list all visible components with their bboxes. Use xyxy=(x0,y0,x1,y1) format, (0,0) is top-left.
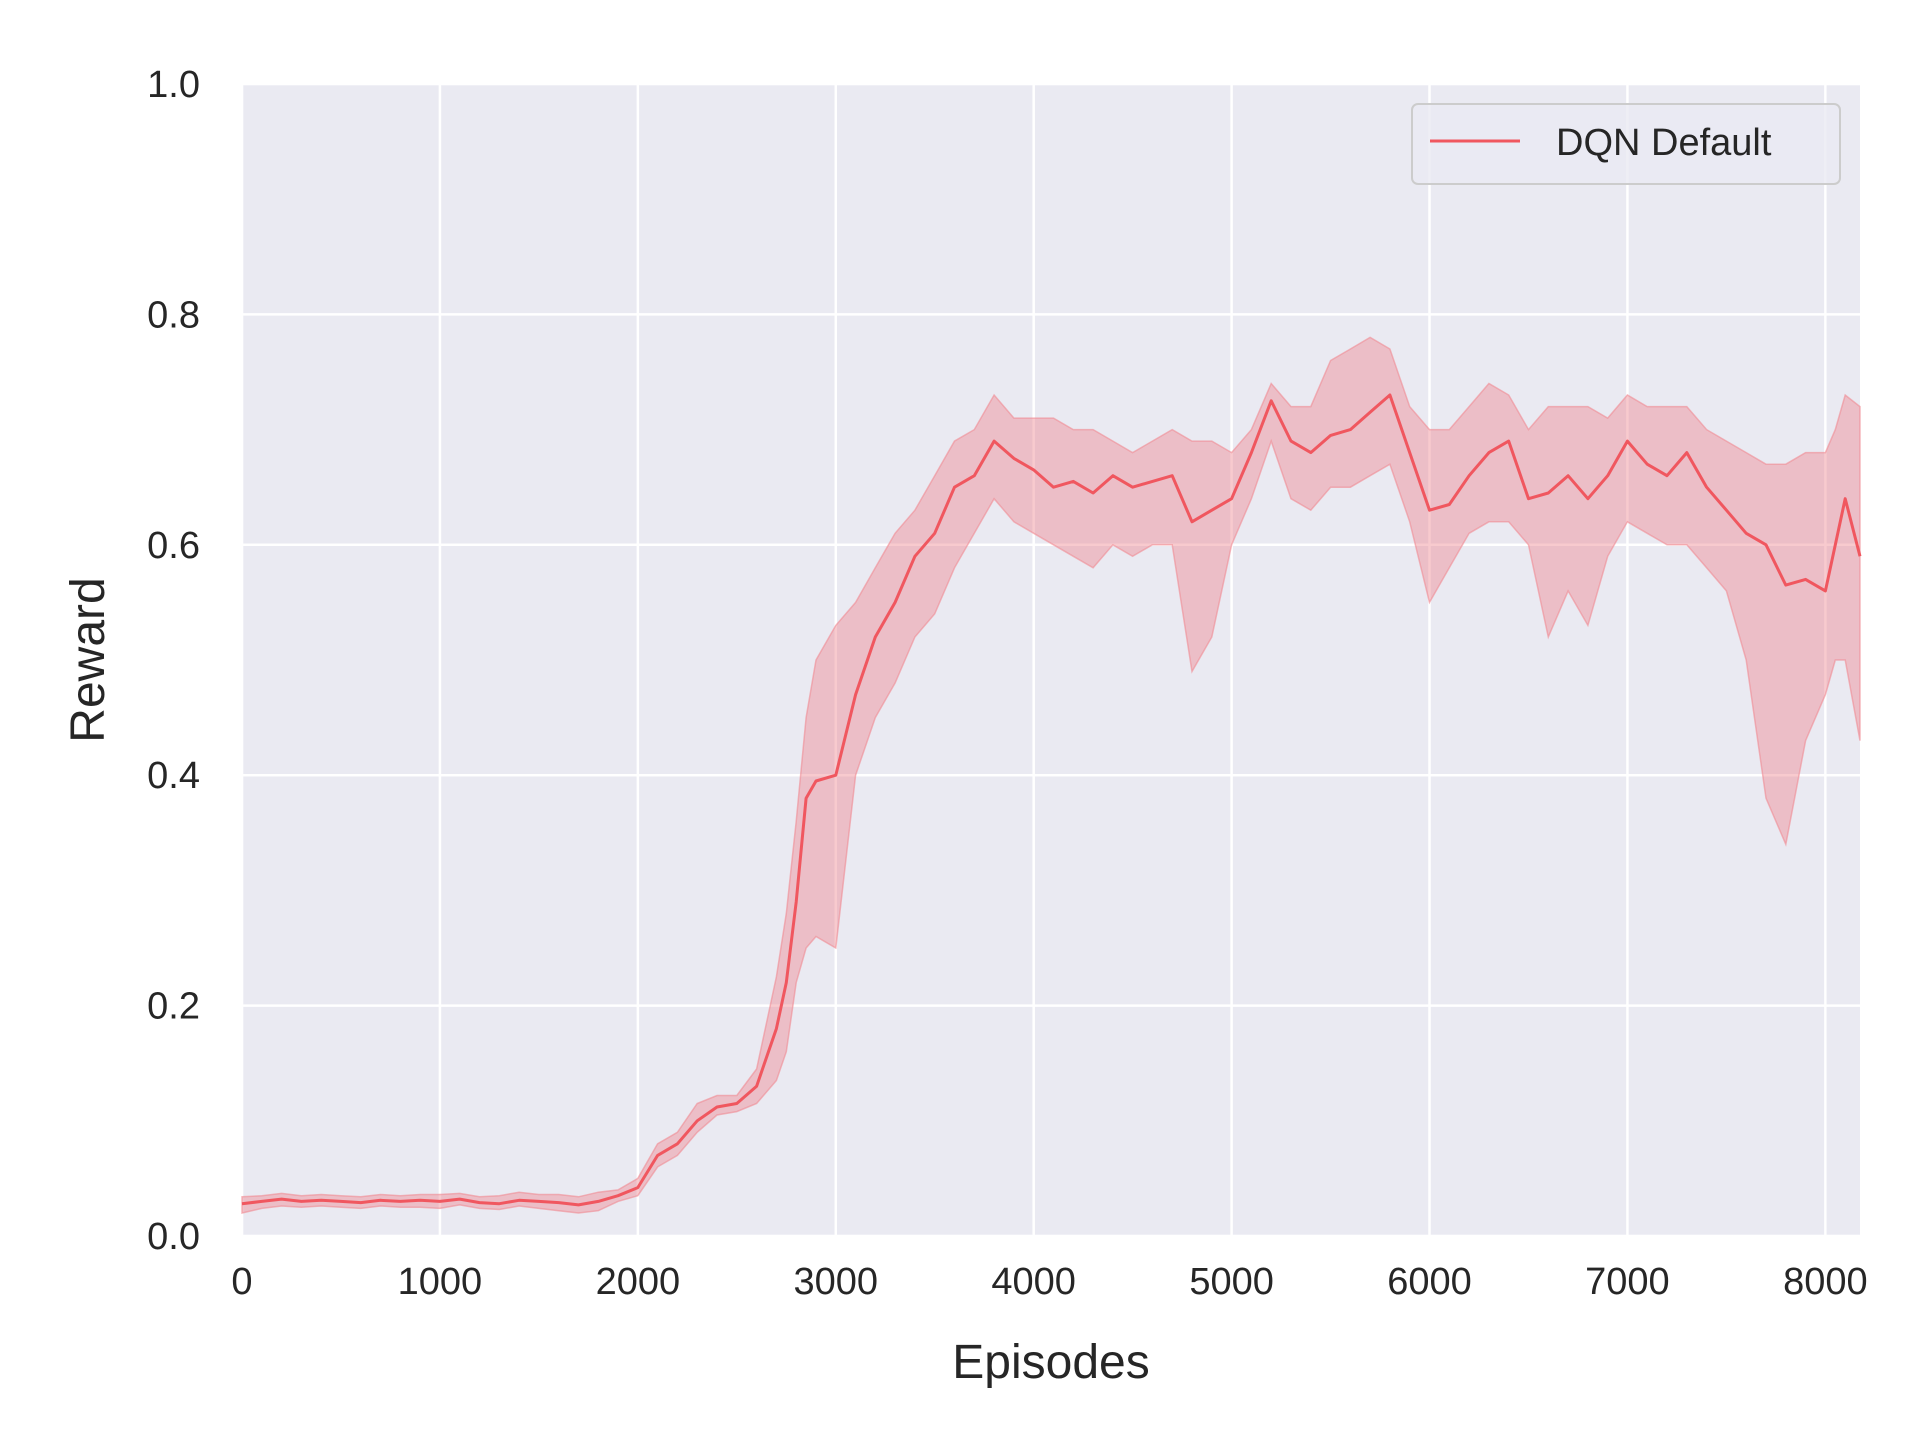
legend-label-dqn-default: DQN Default xyxy=(1556,122,1772,164)
x-tick-label: 0 xyxy=(231,1261,252,1303)
x-tick-label: 3000 xyxy=(793,1261,878,1303)
legend-box xyxy=(1411,103,1841,185)
y-tick-labels: 0.0 0.2 0.4 0.6 0.8 1.0 xyxy=(147,64,200,1258)
y-tick-label: 0.4 xyxy=(147,755,200,797)
x-tick-label: 4000 xyxy=(991,1261,1076,1303)
y-tick-label: 0.8 xyxy=(147,294,200,336)
x-tick-label: 7000 xyxy=(1585,1261,1670,1303)
x-tick-label: 2000 xyxy=(596,1261,681,1303)
y-tick-label: 0.0 xyxy=(147,1216,200,1258)
x-tick-label: 8000 xyxy=(1783,1261,1868,1303)
y-tick-label: 0.2 xyxy=(147,986,200,1028)
y-tick-label: 0.6 xyxy=(147,525,200,567)
x-tick-labels: 0 1000 2000 3000 4000 5000 6000 7000 8000 xyxy=(231,1261,1867,1303)
confidence-bands xyxy=(241,336,1861,1214)
legend: DQN Default xyxy=(1411,103,1841,185)
x-tick-label: 1000 xyxy=(398,1261,483,1303)
plot-background xyxy=(242,84,1860,1236)
series-lines xyxy=(241,393,1862,1207)
series-line xyxy=(241,393,1862,1207)
y-tick-label: 1.0 xyxy=(147,64,200,106)
x-axis-label: Episodes xyxy=(952,1336,1149,1389)
x-tick-label: 6000 xyxy=(1387,1261,1472,1303)
confidence-band xyxy=(241,336,1861,1214)
x-tick-label: 5000 xyxy=(1189,1261,1274,1303)
grid-lines xyxy=(240,82,1860,1238)
y-axis-label: Reward xyxy=(62,577,115,742)
